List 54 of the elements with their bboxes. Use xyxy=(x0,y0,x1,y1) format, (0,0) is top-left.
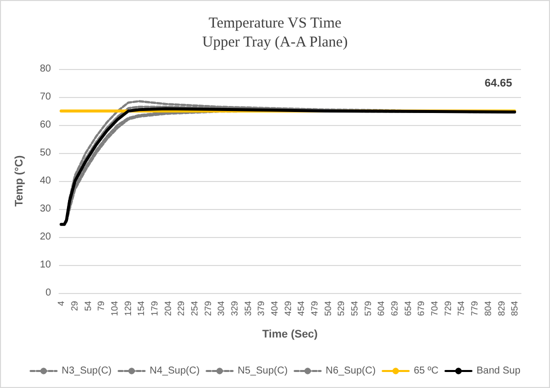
x-axis-title: Time (Sec) xyxy=(262,328,318,340)
x-tick-label: 104 xyxy=(109,301,120,316)
x-tick-label: 404 xyxy=(270,301,280,316)
x-tick-label: 29 xyxy=(69,301,80,312)
annotation: 64.65 xyxy=(484,77,512,90)
x-tick-label: 704 xyxy=(430,301,440,316)
x-tick-label: 329 xyxy=(230,301,240,316)
y-tick-label: 40 xyxy=(40,176,52,186)
y-tick-label: 10 xyxy=(40,260,52,270)
x-tick-label: 79 xyxy=(96,301,106,312)
y-tick-label: 70 xyxy=(40,92,52,102)
x-tick-label: 479 xyxy=(310,301,320,316)
y-axis-title: Temp (°C) xyxy=(14,155,26,207)
x-tick-label: 779 xyxy=(470,301,480,316)
x-tick-label: 454 xyxy=(296,301,306,316)
x-tick-label: 54 xyxy=(82,301,93,312)
x-tick-label: 279 xyxy=(202,301,213,316)
y-tick-label: 0 xyxy=(45,288,52,298)
x-tick-label: 854 xyxy=(510,301,520,316)
x-tick-label: 654 xyxy=(402,301,413,316)
legend-label: Band Sup xyxy=(476,366,521,376)
x-tick-label: 554 xyxy=(350,301,360,316)
x-tick-label: 204 xyxy=(162,301,173,316)
x-tick-label: 229 xyxy=(176,301,186,316)
x-tick-label: 254 xyxy=(190,301,200,316)
legend-label: N4_Sup(C) xyxy=(150,366,200,376)
x-tick-label: 529 xyxy=(336,301,346,316)
y-tick-label: 30 xyxy=(40,204,52,214)
x-tick-label: 429 xyxy=(282,301,293,316)
x-tick-label: 129 xyxy=(122,301,133,316)
y-tick-label: 20 xyxy=(40,232,52,242)
x-tick-label: 379 xyxy=(256,301,266,316)
x-tick-label: 754 xyxy=(456,301,466,316)
x-tick-label: 729 xyxy=(442,301,453,316)
legend-label: N6_Sup(C) xyxy=(326,366,376,376)
y-tick-label: 50 xyxy=(40,148,52,158)
x-tick-label: 829 xyxy=(496,301,506,316)
x-tick-label: 4 xyxy=(56,301,66,306)
x-tick-label: 629 xyxy=(390,301,400,316)
chart-title: Temperature VS Time Upper Tray (A-A Plane) xyxy=(202,16,348,50)
x-tick-label: 504 xyxy=(322,301,333,316)
y-tick-label: 80 xyxy=(40,64,52,74)
x-tick-label: 804 xyxy=(482,301,493,316)
x-tick-label: 154 xyxy=(136,301,146,316)
x-tick-label: 579 xyxy=(362,301,373,316)
legend-label: N3_Sup(C) xyxy=(62,366,112,376)
x-tick-label: 354 xyxy=(242,301,253,316)
x-tick-label: 604 xyxy=(376,301,386,316)
legend-label: 65 ºC xyxy=(414,366,438,376)
x-tick-label: 679 xyxy=(416,301,426,316)
legend-label: N5_Sup(C) xyxy=(238,366,288,376)
x-tick-label: 179 xyxy=(149,301,160,316)
x-tick-label: 304 xyxy=(216,301,226,316)
y-tick-label: 60 xyxy=(40,120,52,130)
